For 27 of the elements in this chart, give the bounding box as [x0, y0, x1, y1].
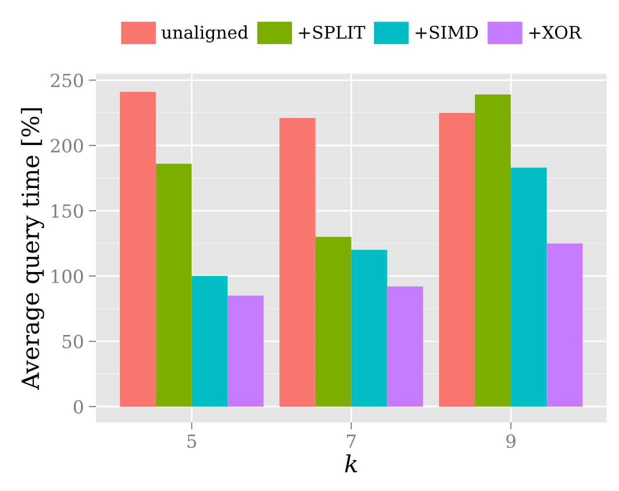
bar — [228, 296, 264, 407]
legend-label: +SPLIT — [299, 26, 366, 39]
y-axis-title: Average query time [%] — [20, 108, 44, 390]
bar — [510, 168, 547, 407]
bar — [474, 94, 511, 407]
y-tick-label: 250 — [50, 74, 83, 88]
y-tick-label: 50 — [62, 334, 83, 348]
bar — [192, 276, 228, 407]
y-tick-label: 100 — [52, 269, 83, 284]
y-tick-label: 0 — [74, 400, 83, 414]
bar — [546, 243, 583, 407]
bar — [120, 92, 156, 407]
x-axis-title: k — [345, 454, 358, 472]
bar — [439, 112, 475, 407]
x-tick-label: 9 — [506, 434, 516, 448]
y-tick-label: 150 — [52, 204, 83, 218]
bar — [315, 236, 352, 407]
x-tick-label: 7 — [347, 434, 356, 448]
x-tick-label: 5 — [187, 434, 196, 448]
bar — [351, 250, 388, 407]
legend-label: +SIMD — [416, 26, 478, 39]
bar — [156, 164, 192, 407]
bar — [279, 118, 316, 407]
legend-label: unaligned — [162, 25, 248, 42]
y-tick-label: 200 — [50, 138, 83, 153]
legend-label: +XOR — [529, 26, 582, 39]
bar — [387, 286, 424, 407]
